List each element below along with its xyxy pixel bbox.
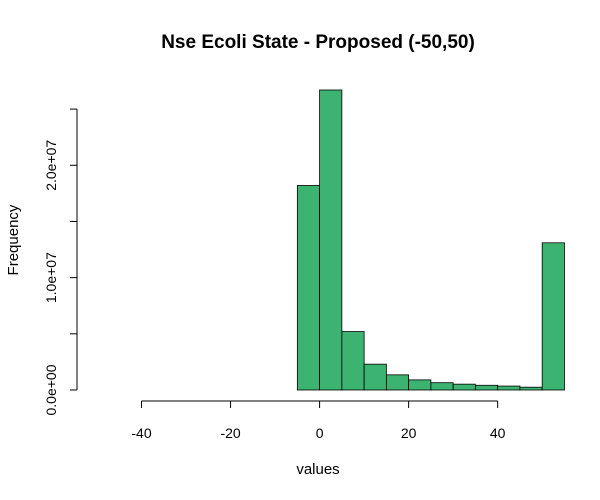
histogram-bar	[519, 386, 543, 391]
y-tick-label: 2.0e+07	[43, 140, 59, 191]
x-axis: -40 -20 0 20 40	[131, 400, 506, 441]
histogram-bar	[319, 89, 343, 391]
histogram-bar	[385, 374, 410, 391]
x-tick-label: -40	[131, 425, 151, 441]
histogram-bar	[341, 331, 365, 391]
y-tick-label: 0.0e+00	[43, 364, 59, 415]
histogram-bar	[541, 242, 565, 391]
histogram-bar	[296, 185, 320, 391]
x-tick-label: 40	[490, 425, 506, 441]
y-axis: 0.0e+00 1.0e+07 2.0e+07	[43, 108, 78, 416]
x-tick-label: 0	[316, 425, 324, 441]
histogram-bar	[408, 379, 432, 391]
chart-title: Nse Ecoli State - Proposed (-50,50)	[161, 32, 475, 53]
x-axis-label: values	[296, 461, 339, 478]
histogram-bar	[363, 363, 387, 391]
histogram-bar	[430, 382, 454, 391]
histogram-bar	[497, 385, 521, 391]
x-tick-label: -20	[220, 425, 240, 441]
y-axis-label: Frequency	[5, 204, 22, 275]
x-tick-label: 20	[401, 425, 417, 441]
histogram-bar	[475, 384, 499, 391]
histogram-bars	[296, 89, 565, 391]
histogram-bar	[452, 383, 476, 391]
y-tick-label: 1.0e+07	[43, 252, 59, 303]
